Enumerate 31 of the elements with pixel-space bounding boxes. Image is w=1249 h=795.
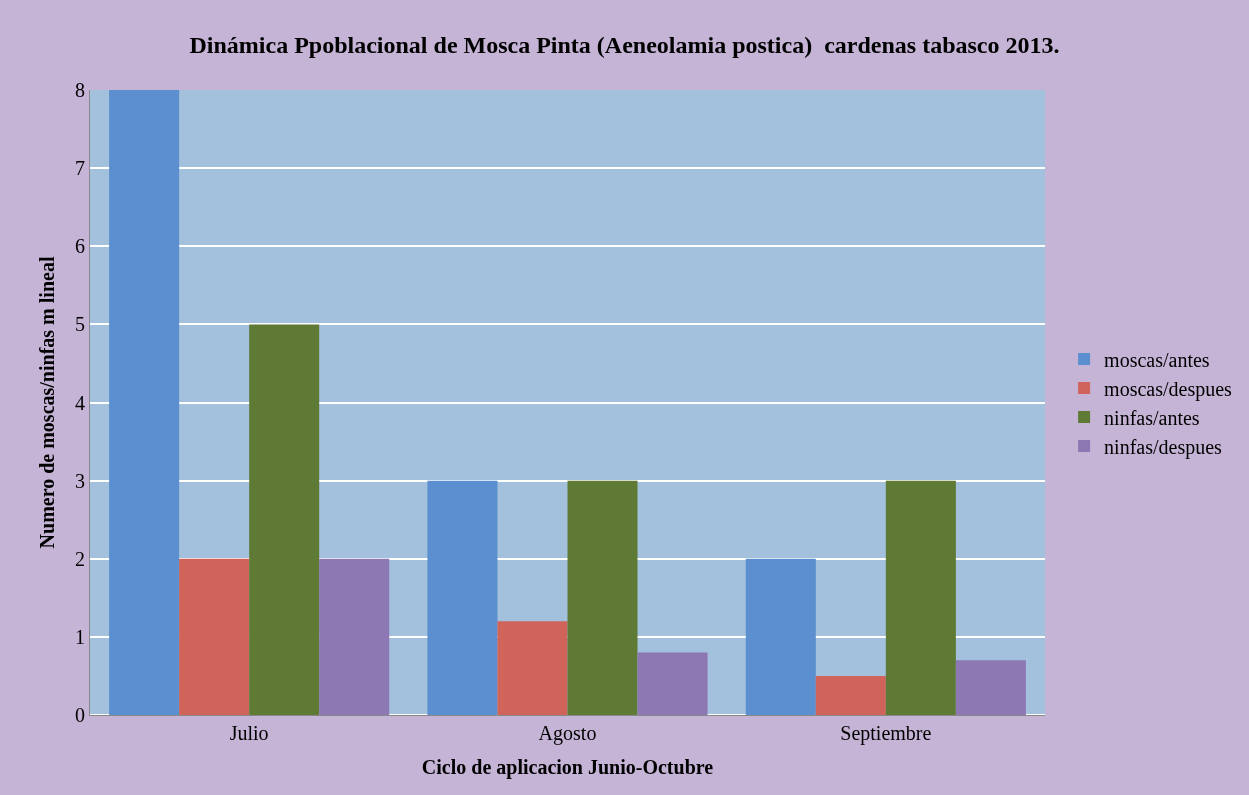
bar — [955, 660, 1026, 715]
bar — [815, 675, 886, 715]
x-axis-title: Ciclo de aplicacion Junio-Octubre — [421, 755, 714, 779]
chart-title: Dinámica Ppoblacional de Mosca Pinta (Aeneolamia postica) cardenas tabasco 2013. — [189, 31, 1060, 58]
y-tick-label: 5 — [75, 313, 85, 336]
bar — [249, 324, 320, 715]
bar — [745, 558, 816, 715]
y-tick-label: 1 — [75, 625, 85, 648]
legend-label: ninfas/antes — [1104, 406, 1200, 429]
bar — [637, 652, 708, 715]
y-tick-label: 0 — [75, 704, 85, 726]
bar — [885, 480, 956, 715]
y-tick-label: 4 — [75, 391, 85, 414]
x-tick-label: Septiembre — [840, 722, 932, 745]
y-tick-label: 6 — [75, 235, 85, 258]
x-tick-label: Julio — [229, 722, 269, 744]
bar — [427, 480, 498, 715]
bar — [497, 621, 568, 715]
bar — [319, 558, 390, 715]
bar — [567, 480, 638, 715]
y-tick-label: 8 — [75, 79, 85, 101]
y-tick-label: 3 — [75, 469, 85, 492]
bar — [109, 90, 180, 715]
y-tick-label: 7 — [75, 157, 85, 180]
legend-label: moscas/despues — [1104, 377, 1233, 401]
legend-label: ninfas/despues — [1104, 435, 1223, 459]
legend-label: moscas/antes — [1104, 348, 1210, 371]
x-tick-label: Agosto — [538, 722, 597, 745]
bar — [179, 558, 250, 715]
y-axis-title: Numero de moscas/ninfas m lineal — [35, 256, 58, 549]
y-tick-label: 2 — [75, 547, 85, 570]
